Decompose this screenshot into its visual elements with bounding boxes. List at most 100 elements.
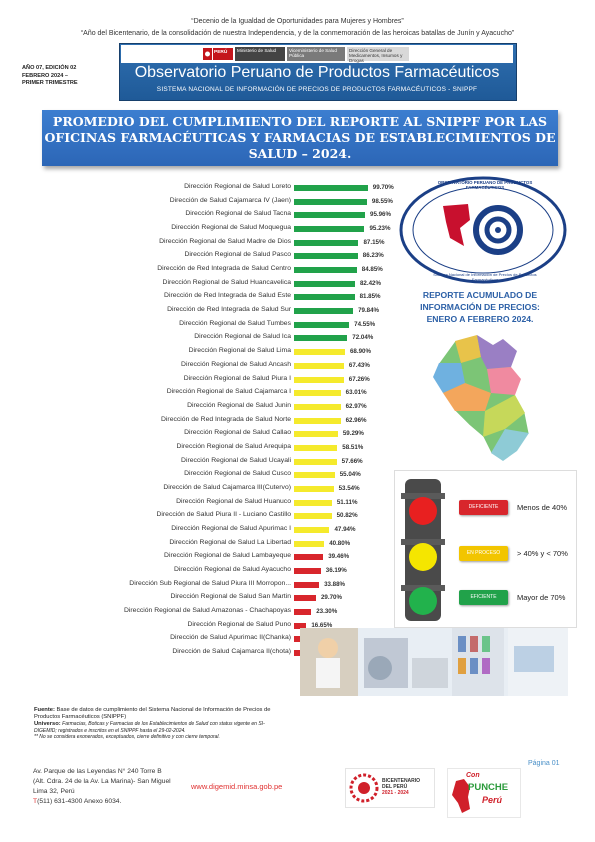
page-title: PROMEDIO DEL CUMPLIMIENTO DEL REPORTE AL… [42, 110, 558, 166]
bar-value-label: 51.11% [336, 498, 358, 506]
bar [294, 253, 358, 260]
campaign-word-con: Con [466, 772, 480, 779]
bar-value-label: 29.70% [320, 594, 342, 602]
bar-category-label: Dirección Regional de Salud Piura I [183, 374, 291, 382]
source-text: Base de datos de cumplimiento del Sistem… [34, 707, 271, 721]
website-link[interactable]: www.digemid.minsa.gob.pe [191, 782, 283, 791]
bicentenario-line-3: 2021 - 2024 [382, 790, 409, 796]
bar-value-label: 68.90% [349, 348, 371, 356]
bar-value-label: 36.19% [325, 567, 347, 575]
seal-text-top: OBSERVATORIO PERUANO DE PRODUCTOS FARMAC… [437, 180, 533, 190]
bar-category-label: Dirección Regional de Salud Callao [184, 429, 291, 437]
address-line-2: (Alt. Cdra. 24 de la Av. La Marina)- San… [33, 778, 171, 785]
bar [294, 198, 367, 205]
phone-number: (511) 631-4300 Anexo 6034. [37, 798, 122, 805]
report-line-3: ENERO A FEBRERO 2024. [426, 314, 534, 324]
bicentenario-logo: BICENTENARIO DEL PERÚ 2021 - 2024 [345, 768, 435, 808]
bar [294, 444, 338, 451]
bar [294, 403, 341, 410]
peru-silhouette-icon [452, 779, 470, 813]
bar [294, 321, 350, 328]
bar [294, 376, 344, 383]
bicentenario-text: BICENTENARIO DEL PERÚ 2021 - 2024 [382, 778, 420, 796]
peru-label: PERÚ [214, 50, 228, 55]
title-line-1: PROMEDIO DEL CUMPLIMIENTO DEL REPORTE AL… [52, 114, 548, 129]
bar-value-label: 95.23% [369, 225, 391, 233]
bar-category-label: Dirección de Salud Cajamarca III(Cutervo… [163, 483, 291, 491]
bar-value-label: 99.70% [372, 184, 394, 191]
bar-value-label: 81.85% [359, 293, 381, 301]
edition-info: AÑO 07, EDICIÓN 02 FEBRERO 2024 – PRIMER… [22, 65, 78, 88]
bar-category-label: Dirección Regional de Salud Puno [187, 620, 291, 628]
source-note: Fuente: Base de datos de cumplimiento de… [34, 707, 280, 721]
decree-line-2: “Año del Bicentenario, de la consolidaci… [80, 30, 515, 37]
title-line-2: OFICINAS FARMACÉUTICAS Y FARMACIAS DE ES… [44, 130, 556, 145]
universe-label: Universo: [34, 721, 61, 728]
observatory-seal: OBSERVATORIO PERUANO DE PRODUCTOS FARMAC… [398, 176, 568, 284]
campaign-word-peru: Perú [482, 795, 503, 805]
bar-value-label: 74.55% [354, 320, 376, 328]
directorate-label: Dirección General de Medicamentos, Insum… [347, 47, 409, 63]
report-line-1: REPORTE ACUMULADO DE [422, 290, 538, 300]
bar-category-label: Dirección Regional de Salud Lima [188, 347, 291, 355]
bar-category-label: Dirección Regional de Salud Huancavelica [162, 278, 291, 286]
report-heading: REPORTE ACUMULADO DE INFORMACIÓN DE PREC… [396, 289, 564, 325]
edition-line-2: FEBRERO 2024 – [22, 72, 69, 79]
legend-badge: EN PROCESO [459, 546, 508, 561]
bar [294, 499, 332, 506]
report-line-2: INFORMACIÓN DE PRECIOS: [420, 302, 540, 312]
bar [294, 650, 306, 657]
bar-value-label: 33.88% [324, 580, 346, 588]
bar-value-label: 84.85% [361, 266, 383, 274]
page-number: Página 01 [528, 760, 560, 767]
bar [294, 609, 312, 616]
campaign-logo: Con PUNCHE Perú [447, 768, 521, 818]
bar [294, 335, 348, 342]
bar [294, 417, 341, 424]
edition-line-1: AÑO 07, EDICIÓN 02 [22, 65, 77, 71]
banner-title: Observatorio Peruano de Productos Farmac… [134, 64, 500, 81]
phone-line: T(511) 631-4300 Anexo 6034. [33, 797, 233, 807]
bar-category-label: Dirección Regional de Salud Loreto [184, 183, 291, 190]
bar-category-label: Dirección Regional de Salud Ica [194, 333, 291, 341]
bar [294, 595, 316, 602]
bar-category-label: Dirección Regional de Salud Cusco [184, 470, 291, 478]
bar [294, 349, 345, 356]
campaign-word-punche: PUNCHE [468, 782, 509, 793]
bar-category-label: Dirección de Salud Cajamarca IV (Jaen) [169, 196, 291, 204]
bar-category-label: Dirección Sub Regional de Salud Piura II… [129, 579, 291, 587]
bar [294, 540, 325, 547]
bar [294, 362, 344, 369]
bar [294, 308, 354, 315]
bicentenario-emblem-icon [349, 773, 379, 803]
bar-category-label: Dirección Regional de Salud Junin [187, 401, 291, 409]
traffic-light-icon [401, 479, 445, 621]
pharmacy-illustration [300, 628, 568, 696]
bar-category-label: Dirección Regional de Salud Pasco [184, 251, 291, 259]
bar-category-label: Dirección de Salud Apurimac II(Chanka) [170, 634, 291, 642]
bar-value-label: 67.43% [348, 361, 370, 369]
address-block: Av. Parque de las Leyendas N° 240 Torre … [33, 767, 233, 807]
bar-category-label: Dirección Regional de Salud Ancash [181, 360, 291, 368]
bar [294, 513, 332, 520]
ministry-label: Ministerio de Salud [235, 47, 285, 61]
bar [294, 622, 307, 629]
bar [294, 239, 359, 246]
legend-badge: EFICIENTE [459, 590, 508, 605]
bar [294, 212, 365, 219]
bicentenario-line-2: DEL PERÚ [382, 784, 408, 790]
bar-value-label: 63.01% [345, 389, 367, 397]
bar-category-label: Dirección Regional de Salud Ucayali [181, 456, 291, 464]
bar-category-label: Dirección Regional de Salud San Martin [170, 593, 291, 601]
peru-map-icon [432, 334, 530, 462]
bar-category-label: Dirección Regional de Salud Cajamarca I [166, 388, 291, 396]
footnote: ** No se considera exonerados, exceptuad… [34, 734, 220, 741]
ministry-logo-strip: PERÚ Ministerio de Salud Viceministerio … [121, 45, 513, 63]
bar [294, 226, 365, 233]
bar [294, 267, 357, 274]
bar-value-label: 86.23% [362, 252, 384, 260]
bar-value-label: 39.46% [328, 553, 350, 561]
bar-category-label: Dirección Regional de Salud Amazonas - C… [124, 607, 291, 615]
bar-value-label: 72.04% [352, 334, 374, 342]
bar-category-label: Dirección Regional de Salud Lambayeque [164, 552, 291, 560]
